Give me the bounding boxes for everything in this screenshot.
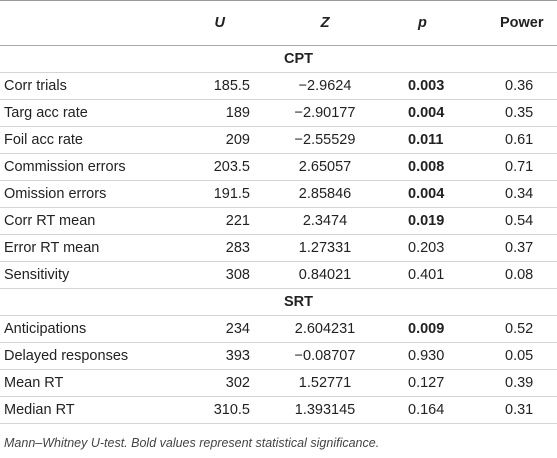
power-value: 0.71 — [490, 153, 557, 181]
p-value: 0.009 — [385, 315, 490, 343]
footnote: Mann–Whitney U-test. Bold values represe… — [4, 436, 380, 450]
power-value: 0.39 — [490, 369, 557, 397]
section-row: CPT — [0, 45, 557, 73]
row-label: Delayed responses — [0, 342, 165, 370]
p-value: 0.203 — [385, 234, 490, 262]
u-value: 185.5 — [165, 72, 265, 100]
u-value: 209 — [165, 126, 265, 154]
z-value: 0.84021 — [265, 261, 385, 289]
header-cell: Z — [265, 0, 385, 46]
power-value: 0.05 — [490, 342, 557, 370]
row-label: Sensitivity — [0, 261, 165, 289]
p-value: 0.004 — [385, 99, 490, 127]
u-value: 221 — [165, 207, 265, 235]
header-cell: p — [385, 0, 490, 46]
row-label: Error RT mean — [0, 234, 165, 262]
row-label: Commission errors — [0, 153, 165, 181]
power-value: 0.36 — [490, 72, 557, 100]
row-label: Corr trials — [0, 72, 165, 100]
z-value: 2.604231 — [265, 315, 385, 343]
data-row: Anticipations 234 2.604231 0.009 0.52 — [0, 315, 557, 343]
data-row: Omission errors 191.5 2.85846 0.004 0.34 — [0, 180, 557, 208]
z-value: −2.55529 — [265, 126, 385, 154]
u-value: 310.5 — [165, 396, 265, 424]
p-value: 0.011 — [385, 126, 490, 154]
p-value: 0.008 — [385, 153, 490, 181]
u-value: 302 — [165, 369, 265, 397]
header-row: U Z p Power — [0, 0, 557, 46]
power-value: 0.35 — [490, 99, 557, 127]
row-label: Median RT — [0, 396, 165, 424]
row-label: Omission errors — [0, 180, 165, 208]
power-value: 0.61 — [490, 126, 557, 154]
data-row: Foil acc rate 209 −2.55529 0.011 0.61 — [0, 126, 557, 154]
p-value: 0.019 — [385, 207, 490, 235]
header-cell — [0, 0, 165, 46]
data-row: Mean RT 302 1.52771 0.127 0.39 — [0, 369, 557, 397]
row-label: Anticipations — [0, 315, 165, 343]
p-value: 0.003 — [385, 72, 490, 100]
data-row: Commission errors 203.5 2.65057 0.008 0.71 — [0, 153, 557, 181]
p-value: 0.127 — [385, 369, 490, 397]
header-cell: U — [165, 0, 265, 46]
u-value: 393 — [165, 342, 265, 370]
power-value: 0.31 — [490, 396, 557, 424]
data-row: Sensitivity 308 0.84021 0.401 0.08 — [0, 261, 557, 289]
data-row: Corr trials 185.5 −2.9624 0.003 0.36 — [0, 72, 557, 100]
power-value: 0.54 — [490, 207, 557, 235]
u-value: 308 — [165, 261, 265, 289]
z-value: 2.85846 — [265, 180, 385, 208]
z-value: 1.393145 — [265, 396, 385, 424]
data-row: Targ acc rate 189 −2.90177 0.004 0.35 — [0, 99, 557, 127]
z-value: −2.90177 — [265, 99, 385, 127]
z-value: 1.52771 — [265, 369, 385, 397]
data-row: Error RT mean 283 1.27331 0.203 0.37 — [0, 234, 557, 262]
power-value: 0.08 — [490, 261, 557, 289]
z-value: −2.9624 — [265, 72, 385, 100]
stats-table: U Z p Power CPT Corr trials 185.5 −2.9624 0.… — [0, 0, 557, 424]
power-value: 0.34 — [490, 180, 557, 208]
power-value: 0.37 — [490, 234, 557, 262]
data-row: Delayed responses 393 −0.08707 0.930 0.05 — [0, 342, 557, 370]
section-row: SRT — [0, 288, 557, 316]
u-value: 189 — [165, 99, 265, 127]
row-label: Mean RT — [0, 369, 165, 397]
data-row: Median RT 310.5 1.393145 0.164 0.31 — [0, 396, 557, 424]
z-value: −0.08707 — [265, 342, 385, 370]
u-value: 203.5 — [165, 153, 265, 181]
section-title: CPT — [0, 45, 557, 73]
table-body: CPT Corr trials 185.5 −2.9624 0.003 0.36 Targ … — [0, 45, 557, 424]
data-row: Corr RT mean 221 2.3474 0.019 0.54 — [0, 207, 557, 235]
u-value: 234 — [165, 315, 265, 343]
z-value: 2.3474 — [265, 207, 385, 235]
z-value: 2.65057 — [265, 153, 385, 181]
z-value: 1.27331 — [265, 234, 385, 262]
table-header: U Z p Power — [0, 0, 557, 46]
p-value: 0.930 — [385, 342, 490, 370]
row-label: Corr RT mean — [0, 207, 165, 235]
u-value: 283 — [165, 234, 265, 262]
p-value: 0.004 — [385, 180, 490, 208]
u-value: 191.5 — [165, 180, 265, 208]
row-label: Foil acc rate — [0, 126, 165, 154]
section-title: SRT — [0, 288, 557, 316]
row-label: Targ acc rate — [0, 99, 165, 127]
power-value: 0.52 — [490, 315, 557, 343]
p-value: 0.401 — [385, 261, 490, 289]
header-cell: Power — [490, 0, 557, 46]
p-value: 0.164 — [385, 396, 490, 424]
